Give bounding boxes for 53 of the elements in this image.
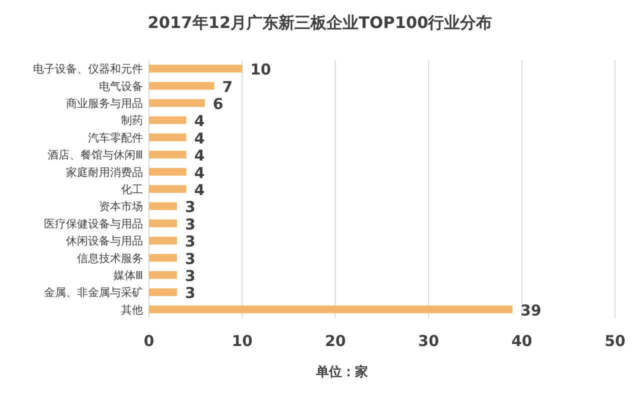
bar xyxy=(149,150,186,158)
y-tick-label: 家庭耐用消费品 xyxy=(66,166,143,179)
data-label: 3 xyxy=(184,198,196,216)
bar xyxy=(149,99,205,107)
data-label: 7 xyxy=(222,78,233,96)
bar xyxy=(149,220,177,228)
y-tick-label: 酒店、餐馆与休闲Ⅲ xyxy=(47,148,143,162)
y-tick-label: 其他 xyxy=(121,303,143,316)
bar xyxy=(149,185,186,193)
bar xyxy=(149,116,186,124)
y-tick-label: 电子设备、仪器和元件 xyxy=(33,62,143,76)
y-tick-label: 商业服务与用品 xyxy=(66,97,143,110)
bar xyxy=(149,168,186,176)
bar xyxy=(149,134,186,142)
data-label: 4 xyxy=(194,112,205,130)
x-tick-label: 40 xyxy=(511,332,532,350)
y-tick-label: 汽车零配件 xyxy=(88,131,143,144)
data-label: 3 xyxy=(184,232,196,251)
data-label: 3 xyxy=(184,215,196,234)
y-tick-label: 金属、非金属与采矿 xyxy=(44,286,143,300)
bar xyxy=(149,271,177,279)
data-label: 3 xyxy=(184,267,196,285)
data-label: 4 xyxy=(194,164,205,182)
bar xyxy=(149,82,214,90)
chart-title: 2017年12月广东新三板企业TOP100行业分布 xyxy=(148,13,492,32)
data-label: 4 xyxy=(194,181,205,199)
y-tick-label: 资本市场 xyxy=(99,200,143,214)
data-label: 3 xyxy=(184,284,196,302)
y-tick-label: 信息技术服务 xyxy=(77,252,143,265)
x-tick-label: 50 xyxy=(604,332,626,350)
bar xyxy=(149,202,177,210)
bar xyxy=(149,288,177,296)
bar xyxy=(149,254,177,262)
bar xyxy=(149,306,512,314)
data-label: 4 xyxy=(194,129,205,148)
data-label: 6 xyxy=(212,95,224,113)
x-tick-label: 30 xyxy=(418,332,440,350)
data-label: 4 xyxy=(194,146,205,165)
bar xyxy=(149,236,177,244)
x-tick-label: 10 xyxy=(232,332,253,350)
y-tick-label: 休闲设备与用品 xyxy=(66,234,143,248)
x-tick-label: 0 xyxy=(144,332,154,350)
bar xyxy=(149,64,242,72)
data-label: 10 xyxy=(250,60,272,79)
data-label: 39 xyxy=(520,301,542,320)
data-label: 3 xyxy=(184,250,196,268)
y-tick-label: 化工 xyxy=(121,183,143,196)
y-tick-label: 媒体Ⅲ xyxy=(113,269,143,282)
x-axis-title: 单位：家 xyxy=(315,364,368,380)
x-tick-label: 20 xyxy=(324,332,346,350)
y-tick-label: 医疗保健设备与用品 xyxy=(44,217,143,230)
y-tick-label: 制药 xyxy=(121,114,143,128)
y-tick-label: 电气设备 xyxy=(99,80,143,93)
